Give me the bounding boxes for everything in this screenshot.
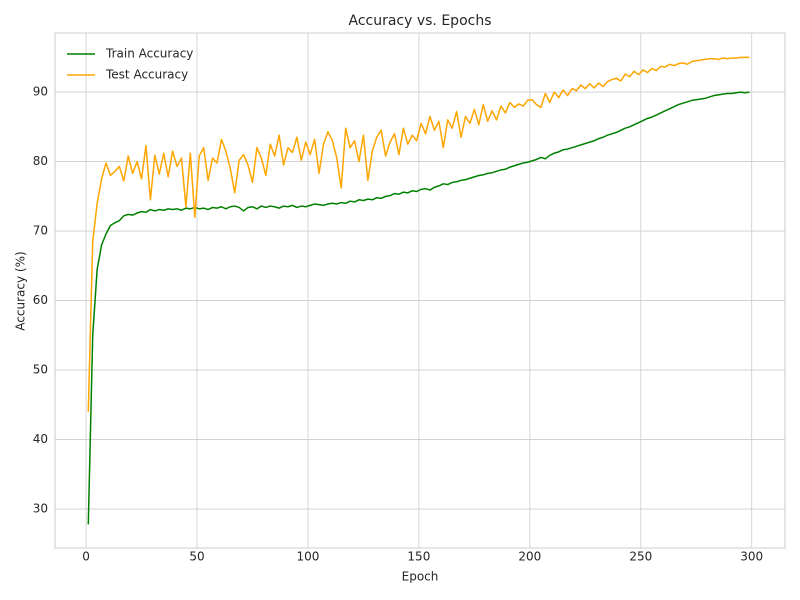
y-tick-label: 70	[33, 224, 48, 238]
x-tick-label: 300	[740, 550, 763, 564]
x-tick-label: 250	[629, 550, 652, 564]
y-tick-label: 50	[33, 363, 48, 377]
x-tick-label: 0	[82, 550, 90, 564]
series-line	[87, 91, 750, 525]
legend-label: Train Accuracy	[105, 47, 193, 61]
y-tick-label: 60	[33, 293, 48, 307]
x-tick-label: 100	[296, 550, 319, 564]
x-tick-label: 200	[518, 550, 541, 564]
x-tick-label: 150	[407, 550, 430, 564]
y-axis-label: Accuracy (%)	[14, 251, 28, 330]
legend: Train Accuracy Test Accuracy	[67, 47, 193, 82]
plot-frame	[54, 32, 786, 549]
x-axis-label: Epoch	[402, 570, 439, 584]
y-tick-label: 80	[33, 154, 48, 168]
series-line	[87, 56, 750, 412]
y-tick-label: 40	[33, 432, 48, 446]
y-tick-label: 30	[33, 502, 48, 516]
x-tick-label: 50	[189, 550, 204, 564]
chart-title: Accuracy vs. Epochs	[348, 13, 491, 29]
y-tick-label: 90	[33, 85, 48, 99]
legend-label: Test Accuracy	[105, 68, 188, 82]
